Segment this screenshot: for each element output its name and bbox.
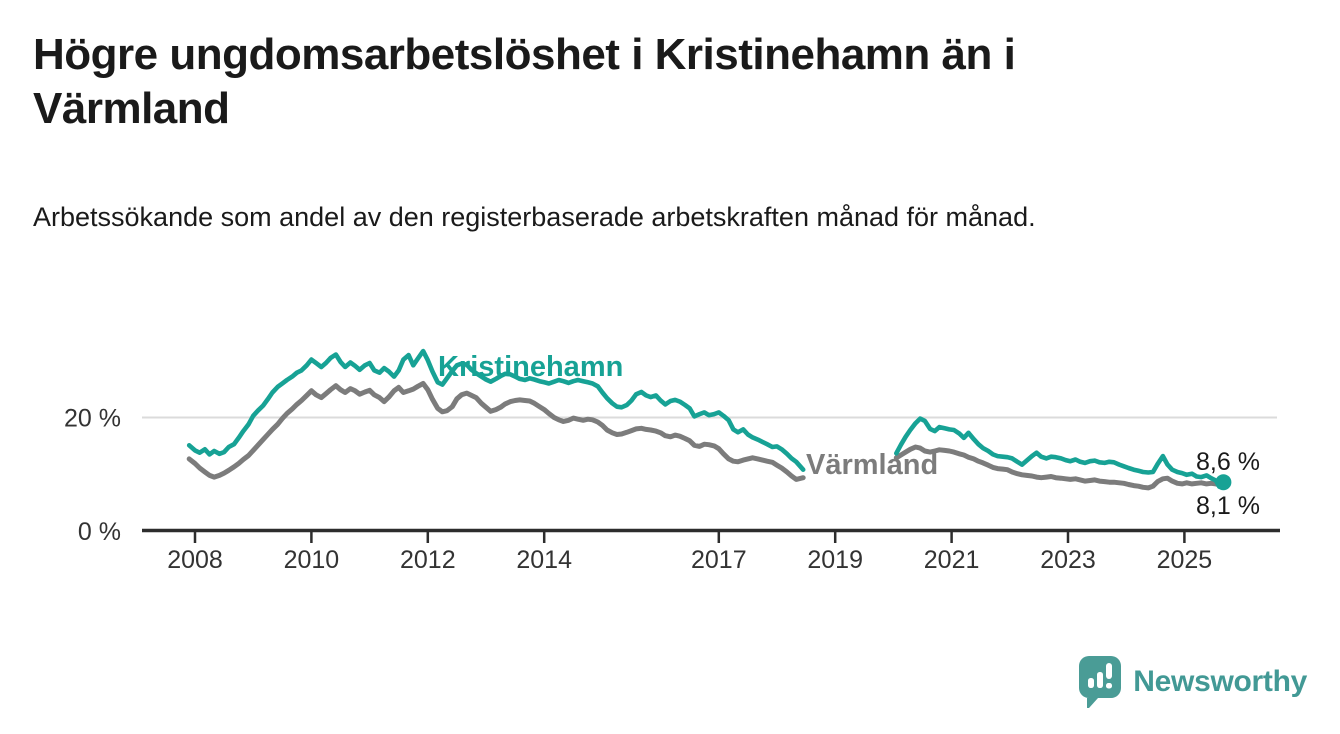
y-axis-tick-label: 20 % <box>64 405 121 433</box>
x-axis-tick-label: 2019 <box>807 546 863 574</box>
y-axis-tick-label: 0 % <box>78 518 121 546</box>
newsworthy-wordmark: Newsworthy <box>1133 665 1307 698</box>
series-line-vrmland <box>893 444 1224 491</box>
x-axis-tick-label: 2010 <box>284 546 340 574</box>
newsworthy-branding: Newsworthy <box>1079 656 1307 708</box>
x-axis-tick-label: 2025 <box>1157 546 1213 574</box>
series-line-vrmland <box>186 381 806 482</box>
x-axis-tick-label: 2008 <box>167 546 223 574</box>
series-line-kristinehamn <box>894 416 1226 490</box>
page-title: Högre ungdomsarbetslöshet i Kristinehamn… <box>33 30 1016 134</box>
x-axis-tick-label: 2023 <box>1040 546 1096 574</box>
latest-value-dot <box>1215 474 1232 491</box>
x-axis-tick-label: 2014 <box>516 546 572 574</box>
series-label-varmland: Värmland <box>806 449 939 481</box>
x-axis-tick-label: 2017 <box>691 546 747 574</box>
end-value-label-kristinehamn: 8,6 % <box>1196 448 1260 476</box>
chart-subtitle: Arbetssökande som andel av den registerb… <box>33 202 1036 232</box>
end-value-label-varmland: 8,1 % <box>1196 492 1260 520</box>
x-axis-tick-label: 2021 <box>924 546 980 574</box>
newsworthy-logo-icon <box>1079 656 1122 708</box>
x-axis-tick-label: 2012 <box>400 546 456 574</box>
logo-bars-exclamation <box>1088 663 1113 689</box>
series-line-kristinehamn <box>186 348 806 473</box>
series-label-kristinehamn: Kristinehamn <box>438 351 624 383</box>
